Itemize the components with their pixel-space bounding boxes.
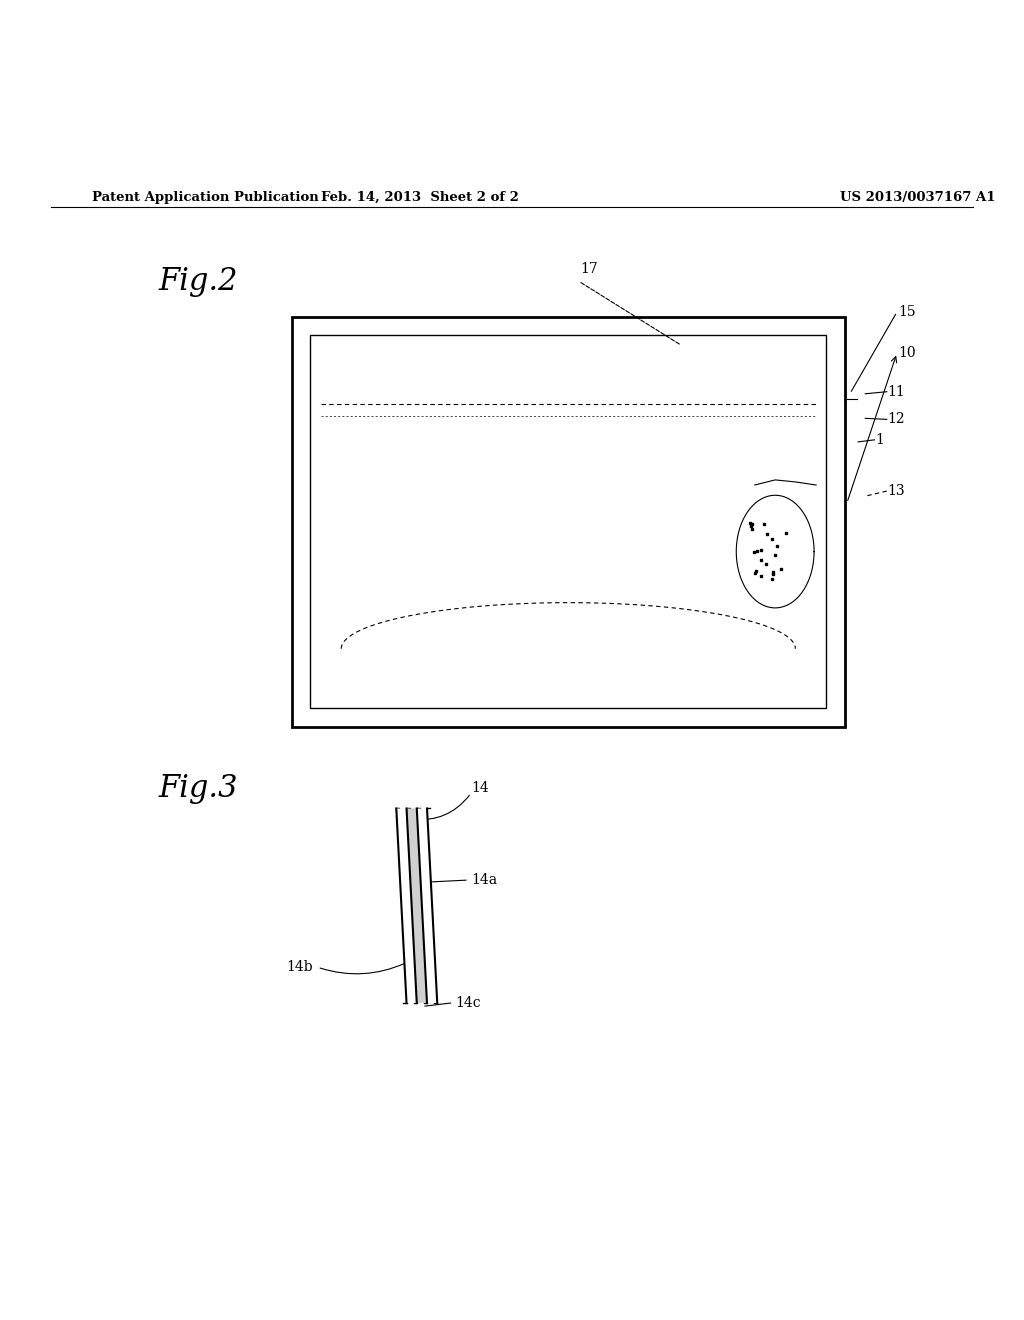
Text: US 2013/0037167 A1: US 2013/0037167 A1 xyxy=(840,190,995,203)
Text: Patent Application Publication: Patent Application Publication xyxy=(92,190,318,203)
Text: 14b: 14b xyxy=(287,960,313,974)
Text: 17: 17 xyxy=(580,261,598,276)
Text: 13: 13 xyxy=(888,484,905,498)
Text: 12: 12 xyxy=(888,412,905,426)
Bar xyxy=(292,317,845,726)
Text: 11: 11 xyxy=(888,384,905,399)
Text: Feb. 14, 2013  Sheet 2 of 2: Feb. 14, 2013 Sheet 2 of 2 xyxy=(321,190,519,203)
Text: 14: 14 xyxy=(471,781,488,795)
Text: 14a: 14a xyxy=(471,873,498,887)
Text: 1: 1 xyxy=(876,433,885,447)
Bar xyxy=(310,335,826,708)
Polygon shape xyxy=(736,495,814,609)
Polygon shape xyxy=(417,808,437,1003)
Text: 14c: 14c xyxy=(456,997,481,1010)
Text: 10: 10 xyxy=(898,346,915,360)
Polygon shape xyxy=(407,808,427,1003)
Polygon shape xyxy=(396,808,417,1003)
Text: Fig.2: Fig.2 xyxy=(159,265,239,297)
Text: 15: 15 xyxy=(898,305,915,319)
Text: Fig.3: Fig.3 xyxy=(159,772,239,804)
